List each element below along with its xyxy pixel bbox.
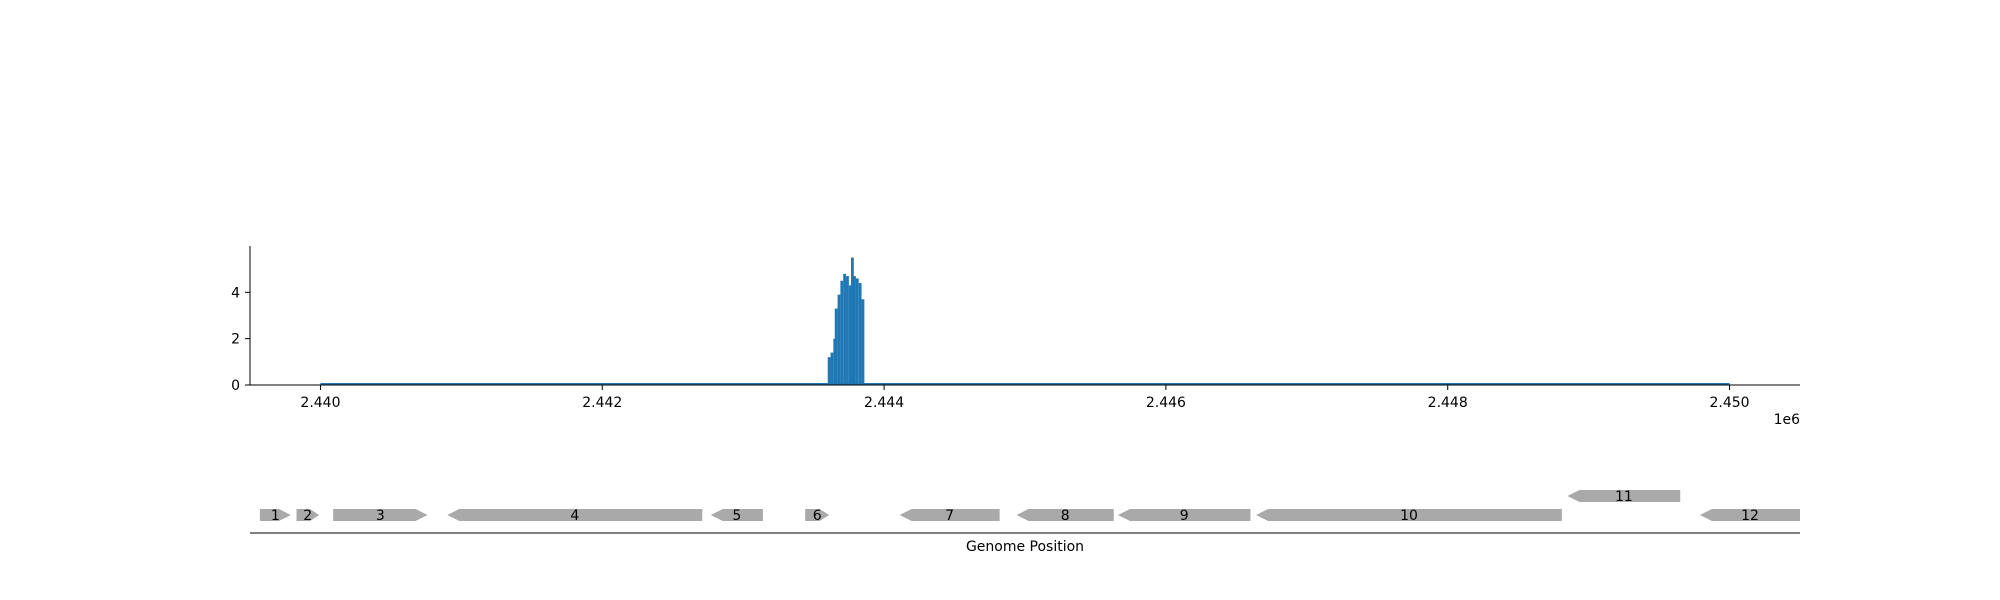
gene-label: 6 [813,508,822,524]
coverage-bar [853,276,856,385]
gene-arrow [899,509,1000,521]
y-axis-ticks: 0 2 4 [231,285,250,394]
x-tick-label: 2.448 [1428,395,1468,411]
gene-arrow [1016,509,1114,521]
coverage-plot: 0 2 4 2.440 2.442 2.444 2.446 2.448 2.450 1e6 [231,246,1800,428]
gene-arrow [259,509,291,521]
x-axis-offset-label: 1e6 [1774,412,1801,428]
y-tick-label: 2 [231,332,240,348]
x-tick-label: 2.450 [1709,395,1749,411]
gene-arrow [447,509,703,521]
gene-10: 10 [1256,508,1562,524]
gene-arrow [1256,509,1562,521]
coverage-bars [827,257,865,385]
coverage-bar [848,285,852,385]
gene-8: 8 [1016,508,1114,524]
gene-arrow [805,509,830,521]
gene-5: 5 [710,508,763,524]
coverage-bar [858,283,862,385]
coverage-bar [850,257,854,385]
gene-1: 1 [259,508,291,524]
gene-arrow [333,509,428,521]
gene-arrow [1699,509,1800,521]
coverage-bar [837,294,841,385]
gene-label: 7 [945,508,954,524]
gene-11: 11 [1567,489,1681,505]
y-tick-label: 0 [231,378,240,394]
coverage-bar [861,299,865,385]
gene-12: 12 [1699,508,1800,524]
gene-4: 4 [447,508,703,524]
gene-3: 3 [333,508,428,524]
y-tick-label: 4 [231,285,240,301]
coverage-bar [855,278,859,385]
gene-arrow [296,509,320,521]
gene-label: 2 [303,508,312,524]
gene-label: 4 [570,508,579,524]
gene-label: 3 [376,508,385,524]
coverage-bar [830,352,834,385]
gene-label: 8 [1061,508,1070,524]
gene-label: 5 [732,508,741,524]
coverage-bar [843,273,847,385]
x-tick-label: 2.446 [1146,395,1186,411]
coverage-bar [827,357,831,385]
gene-arrow [1118,509,1251,521]
gene-label: 1 [271,508,280,524]
x-axis-ticks: 2.440 2.442 2.444 2.446 2.448 2.450 [300,385,1750,411]
gene-label: 11 [1615,489,1633,505]
x-tick-label: 2.442 [582,395,622,411]
x-axis-label: Genome Position [966,539,1084,555]
gene-label: 9 [1180,508,1189,524]
gene-label: 12 [1741,508,1759,524]
coverage-bar [846,276,849,385]
x-tick-label: 2.440 [300,395,340,411]
gene-7: 7 [899,508,1000,524]
gene-2: 2 [296,508,320,524]
gene-label: 10 [1400,508,1418,524]
gene-6: 6 [805,508,830,524]
gene-9: 9 [1118,508,1251,524]
gene-arrow [710,509,763,521]
coverage-bar [840,280,844,385]
coverage-bar [834,308,838,385]
gene-arrow [1567,490,1681,502]
x-tick-label: 2.444 [864,395,904,411]
